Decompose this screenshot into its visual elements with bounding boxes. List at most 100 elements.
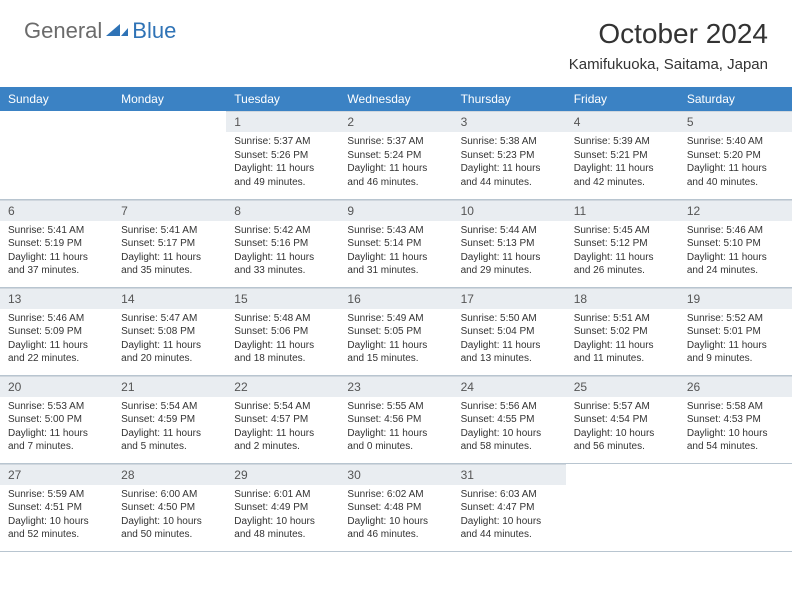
day-number: 14 bbox=[113, 288, 226, 309]
calendar-cell: 7Sunrise: 5:41 AMSunset: 5:17 PMDaylight… bbox=[113, 199, 226, 287]
day-number: 10 bbox=[453, 200, 566, 221]
day-text: Sunrise: 5:45 AMSunset: 5:12 PMDaylight:… bbox=[566, 221, 679, 284]
day-number: 24 bbox=[453, 376, 566, 397]
weekday-header: Wednesday bbox=[339, 87, 452, 111]
day-text: Sunrise: 5:51 AMSunset: 5:02 PMDaylight:… bbox=[566, 309, 679, 372]
calendar-cell: 13Sunrise: 5:46 AMSunset: 5:09 PMDayligh… bbox=[0, 287, 113, 375]
day-text: Sunrise: 6:03 AMSunset: 4:47 PMDaylight:… bbox=[453, 485, 566, 548]
weekday-header-row: SundayMondayTuesdayWednesdayThursdayFrid… bbox=[0, 87, 792, 111]
calendar-cell: 19Sunrise: 5:52 AMSunset: 5:01 PMDayligh… bbox=[679, 287, 792, 375]
calendar-cell: 22Sunrise: 5:54 AMSunset: 4:57 PMDayligh… bbox=[226, 375, 339, 463]
calendar-cell: 15Sunrise: 5:48 AMSunset: 5:06 PMDayligh… bbox=[226, 287, 339, 375]
calendar-row: 20Sunrise: 5:53 AMSunset: 5:00 PMDayligh… bbox=[0, 375, 792, 463]
calendar-cell: 5Sunrise: 5:40 AMSunset: 5:20 PMDaylight… bbox=[679, 111, 792, 199]
calendar-cell: 20Sunrise: 5:53 AMSunset: 5:00 PMDayligh… bbox=[0, 375, 113, 463]
day-text: Sunrise: 5:40 AMSunset: 5:20 PMDaylight:… bbox=[679, 132, 792, 195]
day-number: 7 bbox=[113, 200, 226, 221]
calendar-cell: 6Sunrise: 5:41 AMSunset: 5:19 PMDaylight… bbox=[0, 199, 113, 287]
calendar-cell: 9Sunrise: 5:43 AMSunset: 5:14 PMDaylight… bbox=[339, 199, 452, 287]
day-text: Sunrise: 5:52 AMSunset: 5:01 PMDaylight:… bbox=[679, 309, 792, 372]
calendar-cell: 16Sunrise: 5:49 AMSunset: 5:05 PMDayligh… bbox=[339, 287, 452, 375]
calendar-row: 13Sunrise: 5:46 AMSunset: 5:09 PMDayligh… bbox=[0, 287, 792, 375]
day-text: Sunrise: 5:44 AMSunset: 5:13 PMDaylight:… bbox=[453, 221, 566, 284]
calendar-cell: 10Sunrise: 5:44 AMSunset: 5:13 PMDayligh… bbox=[453, 199, 566, 287]
day-text: Sunrise: 5:53 AMSunset: 5:00 PMDaylight:… bbox=[0, 397, 113, 460]
day-text: Sunrise: 5:38 AMSunset: 5:23 PMDaylight:… bbox=[453, 132, 566, 195]
calendar-cell: 26Sunrise: 5:58 AMSunset: 4:53 PMDayligh… bbox=[679, 375, 792, 463]
calendar-body: 1Sunrise: 5:37 AMSunset: 5:26 PMDaylight… bbox=[0, 111, 792, 551]
day-text: Sunrise: 5:39 AMSunset: 5:21 PMDaylight:… bbox=[566, 132, 679, 195]
calendar-cell bbox=[679, 463, 792, 551]
day-number: 19 bbox=[679, 288, 792, 309]
day-number: 30 bbox=[339, 464, 452, 485]
day-number: 21 bbox=[113, 376, 226, 397]
month-title: October 2024 bbox=[569, 18, 768, 50]
calendar-cell: 2Sunrise: 5:37 AMSunset: 5:24 PMDaylight… bbox=[339, 111, 452, 199]
day-text: Sunrise: 5:46 AMSunset: 5:09 PMDaylight:… bbox=[0, 309, 113, 372]
calendar-cell: 12Sunrise: 5:46 AMSunset: 5:10 PMDayligh… bbox=[679, 199, 792, 287]
day-number: 5 bbox=[679, 111, 792, 132]
weekday-header: Thursday bbox=[453, 87, 566, 111]
calendar-cell: 23Sunrise: 5:55 AMSunset: 4:56 PMDayligh… bbox=[339, 375, 452, 463]
day-number: 26 bbox=[679, 376, 792, 397]
calendar-cell: 4Sunrise: 5:39 AMSunset: 5:21 PMDaylight… bbox=[566, 111, 679, 199]
day-number: 17 bbox=[453, 288, 566, 309]
day-number: 15 bbox=[226, 288, 339, 309]
day-number: 18 bbox=[566, 288, 679, 309]
day-number: 25 bbox=[566, 376, 679, 397]
logo-text-2: Blue bbox=[132, 18, 176, 44]
day-text: Sunrise: 6:00 AMSunset: 4:50 PMDaylight:… bbox=[113, 485, 226, 548]
day-text: Sunrise: 5:57 AMSunset: 4:54 PMDaylight:… bbox=[566, 397, 679, 460]
day-number: 4 bbox=[566, 111, 679, 132]
calendar-cell: 8Sunrise: 5:42 AMSunset: 5:16 PMDaylight… bbox=[226, 199, 339, 287]
day-number: 13 bbox=[0, 288, 113, 309]
day-text: Sunrise: 5:37 AMSunset: 5:24 PMDaylight:… bbox=[339, 132, 452, 195]
calendar-cell: 11Sunrise: 5:45 AMSunset: 5:12 PMDayligh… bbox=[566, 199, 679, 287]
weekday-header: Tuesday bbox=[226, 87, 339, 111]
calendar-cell: 31Sunrise: 6:03 AMSunset: 4:47 PMDayligh… bbox=[453, 463, 566, 551]
calendar-cell: 17Sunrise: 5:50 AMSunset: 5:04 PMDayligh… bbox=[453, 287, 566, 375]
day-number: 20 bbox=[0, 376, 113, 397]
day-text: Sunrise: 5:59 AMSunset: 4:51 PMDaylight:… bbox=[0, 485, 113, 548]
weekday-header: Monday bbox=[113, 87, 226, 111]
calendar-cell: 30Sunrise: 6:02 AMSunset: 4:48 PMDayligh… bbox=[339, 463, 452, 551]
day-text: Sunrise: 5:50 AMSunset: 5:04 PMDaylight:… bbox=[453, 309, 566, 372]
day-text: Sunrise: 6:01 AMSunset: 4:49 PMDaylight:… bbox=[226, 485, 339, 548]
calendar-row: 1Sunrise: 5:37 AMSunset: 5:26 PMDaylight… bbox=[0, 111, 792, 199]
day-text: Sunrise: 5:48 AMSunset: 5:06 PMDaylight:… bbox=[226, 309, 339, 372]
calendar-cell: 25Sunrise: 5:57 AMSunset: 4:54 PMDayligh… bbox=[566, 375, 679, 463]
day-number: 16 bbox=[339, 288, 452, 309]
location: Kamifukuoka, Saitama, Japan bbox=[569, 56, 768, 73]
logo-icon bbox=[106, 18, 128, 44]
day-text: Sunrise: 5:55 AMSunset: 4:56 PMDaylight:… bbox=[339, 397, 452, 460]
calendar-cell: 24Sunrise: 5:56 AMSunset: 4:55 PMDayligh… bbox=[453, 375, 566, 463]
day-text: Sunrise: 5:54 AMSunset: 4:59 PMDaylight:… bbox=[113, 397, 226, 460]
day-number: 3 bbox=[453, 111, 566, 132]
calendar-row: 27Sunrise: 5:59 AMSunset: 4:51 PMDayligh… bbox=[0, 463, 792, 551]
header: General Blue October 2024 Kamifukuoka, S… bbox=[0, 0, 792, 79]
calendar-cell bbox=[0, 111, 113, 199]
calendar-cell: 14Sunrise: 5:47 AMSunset: 5:08 PMDayligh… bbox=[113, 287, 226, 375]
day-number: 1 bbox=[226, 111, 339, 132]
day-number: 29 bbox=[226, 464, 339, 485]
day-number: 31 bbox=[453, 464, 566, 485]
calendar-cell: 1Sunrise: 5:37 AMSunset: 5:26 PMDaylight… bbox=[226, 111, 339, 199]
day-number: 27 bbox=[0, 464, 113, 485]
day-text: Sunrise: 5:46 AMSunset: 5:10 PMDaylight:… bbox=[679, 221, 792, 284]
day-text: Sunrise: 5:58 AMSunset: 4:53 PMDaylight:… bbox=[679, 397, 792, 460]
day-text: Sunrise: 5:43 AMSunset: 5:14 PMDaylight:… bbox=[339, 221, 452, 284]
day-text: Sunrise: 5:56 AMSunset: 4:55 PMDaylight:… bbox=[453, 397, 566, 460]
day-number: 22 bbox=[226, 376, 339, 397]
calendar-cell: 18Sunrise: 5:51 AMSunset: 5:02 PMDayligh… bbox=[566, 287, 679, 375]
day-text: Sunrise: 5:47 AMSunset: 5:08 PMDaylight:… bbox=[113, 309, 226, 372]
calendar-row: 6Sunrise: 5:41 AMSunset: 5:19 PMDaylight… bbox=[0, 199, 792, 287]
weekday-header: Sunday bbox=[0, 87, 113, 111]
day-number: 8 bbox=[226, 200, 339, 221]
day-number: 11 bbox=[566, 200, 679, 221]
calendar-cell bbox=[113, 111, 226, 199]
day-number: 28 bbox=[113, 464, 226, 485]
day-text: Sunrise: 5:41 AMSunset: 5:17 PMDaylight:… bbox=[113, 221, 226, 284]
weekday-header: Friday bbox=[566, 87, 679, 111]
day-number: 12 bbox=[679, 200, 792, 221]
calendar-cell: 27Sunrise: 5:59 AMSunset: 4:51 PMDayligh… bbox=[0, 463, 113, 551]
